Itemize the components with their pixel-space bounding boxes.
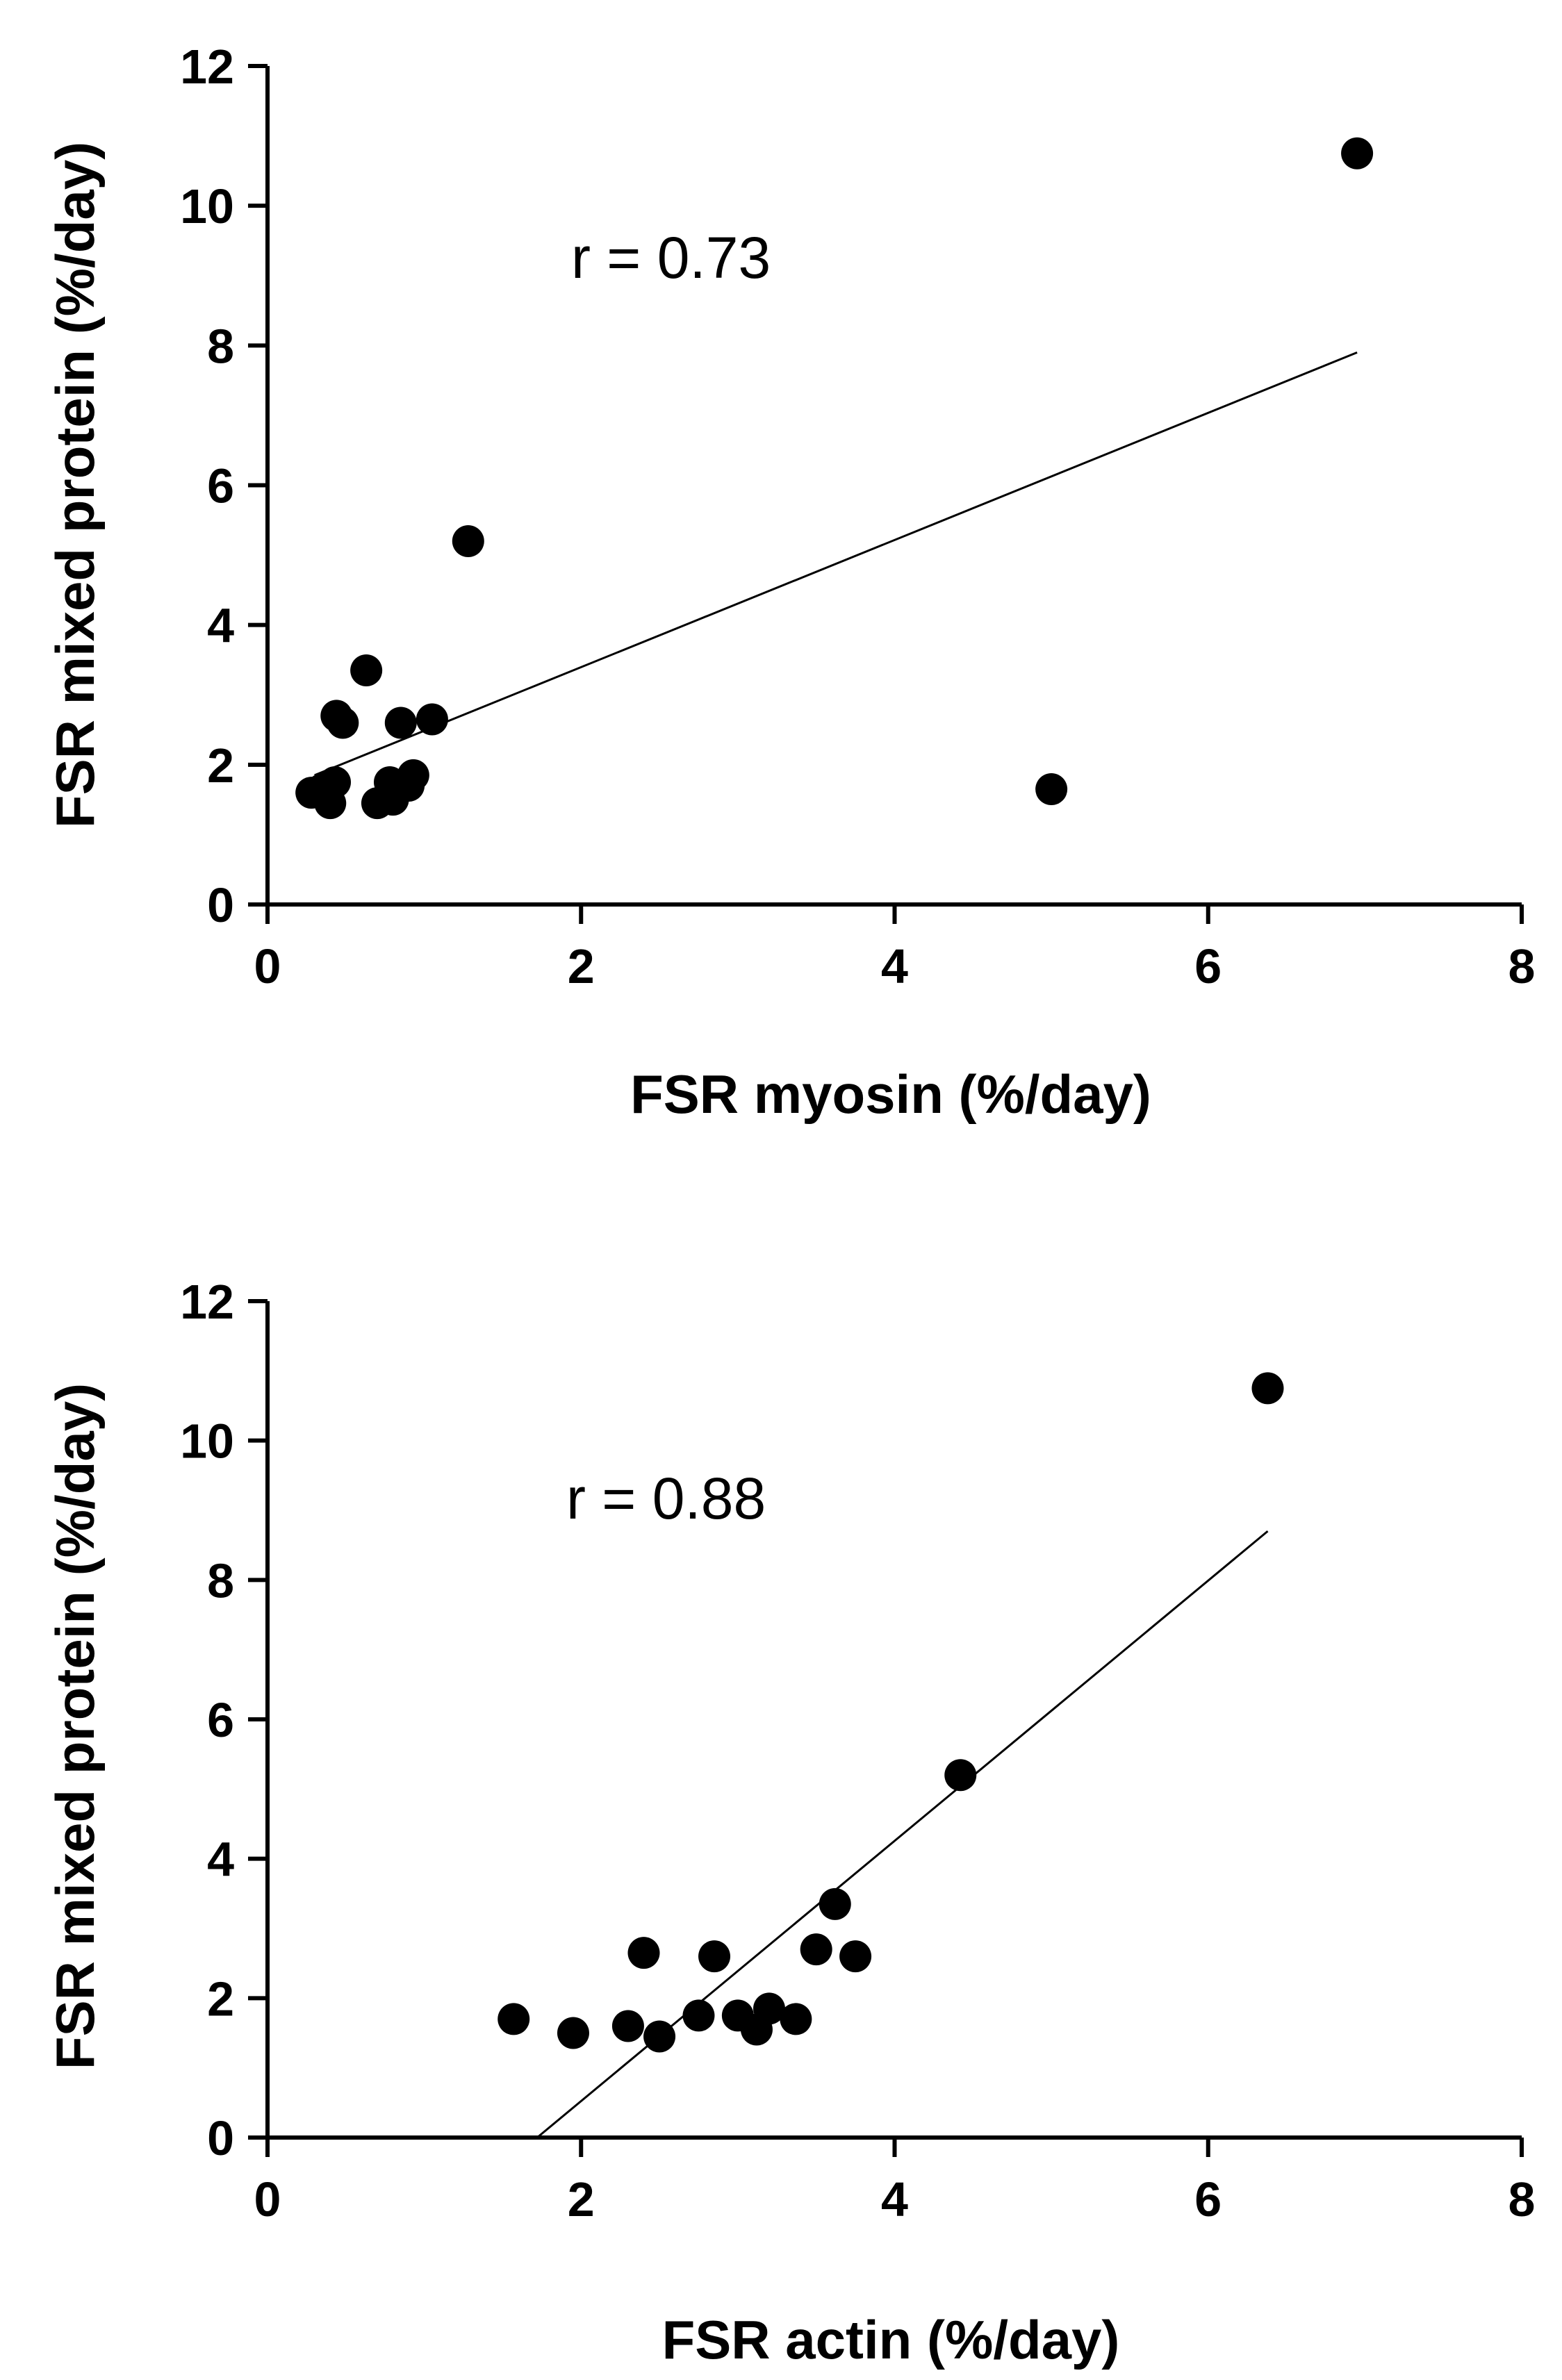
y-tick-label: 0 (207, 2111, 234, 2165)
actin-scatter-panel: 0 2 4 6 8 10 12 0 2 4 6 8 r = 0.88 FSR actin (%/day… (44, 1275, 1535, 2370)
x-tick-label: 0 (254, 939, 281, 993)
x-tick-label: 8 (1508, 2172, 1536, 2226)
data-point (753, 1992, 785, 2025)
y-tick-label: 2 (207, 1972, 234, 2026)
x-tick-label: 0 (254, 2172, 281, 2226)
data-point (319, 766, 352, 798)
y-tick-label: 6 (207, 459, 234, 513)
correlation-label: r = 0.88 (566, 1466, 766, 1531)
axes: 0 2 4 6 8 10 12 0 2 4 6 8 (180, 1275, 1535, 2226)
data-points (295, 137, 1374, 820)
y-tick-label: 2 (207, 738, 234, 793)
data-point (839, 1940, 872, 1973)
data-point (384, 706, 417, 739)
y-tick-label: 12 (180, 40, 234, 94)
y-axis-title: FSR mixed protein (%/day) (44, 1383, 106, 2069)
data-point (819, 1887, 851, 1920)
x-tick-label: 8 (1508, 939, 1536, 993)
data-point (627, 1937, 660, 1969)
y-tick-label: 0 (207, 878, 234, 932)
regression-line (314, 352, 1358, 777)
data-point (327, 706, 359, 739)
data-point (1035, 773, 1068, 806)
data-point (1251, 1372, 1284, 1405)
y-axis-title: FSR mixed protein (%/day) (44, 142, 106, 828)
data-point (1341, 137, 1374, 170)
data-point (416, 703, 448, 736)
y-tick-label: 8 (207, 319, 234, 373)
axes: 0 2 4 6 8 10 12 0 2 4 6 8 (180, 40, 1535, 993)
y-tick-label: 10 (180, 179, 234, 233)
data-point (350, 654, 383, 687)
x-tick-label: 6 (1194, 2172, 1222, 2226)
x-tick-label: 2 (568, 2172, 595, 2226)
data-point (682, 1999, 715, 2032)
data-point (397, 759, 429, 791)
data-point (643, 2020, 676, 2053)
x-tick-label: 4 (881, 939, 908, 993)
data-point (452, 524, 484, 557)
y-tick-label: 10 (180, 1414, 234, 1469)
y-tick-label: 8 (207, 1553, 234, 1608)
myosin-scatter-panel: 0 2 4 6 8 10 12 0 2 4 6 8 r = 0.73 FSR myosin (%/da… (44, 40, 1535, 1125)
data-point (611, 2010, 644, 2042)
y-tick-label: 12 (180, 1275, 234, 1329)
data-point (698, 1940, 731, 1973)
x-tick-label: 6 (1194, 939, 1222, 993)
correlation-label: r = 0.73 (571, 225, 771, 290)
data-point (498, 2003, 530, 2035)
y-tick-label: 4 (207, 599, 234, 653)
x-tick-label: 2 (568, 939, 595, 993)
data-point (780, 2003, 812, 2035)
data-point (944, 1759, 977, 1792)
y-tick-label: 6 (207, 1693, 234, 1747)
x-tick-label: 4 (881, 2172, 908, 2226)
data-points (498, 1372, 1284, 2053)
x-axis-title: FSR myosin (%/day) (630, 1064, 1151, 1125)
y-tick-label: 4 (207, 1833, 234, 1887)
x-axis-title: FSR actin (%/day) (662, 2309, 1120, 2370)
data-point (800, 1933, 832, 1966)
data-point (557, 2017, 589, 2049)
